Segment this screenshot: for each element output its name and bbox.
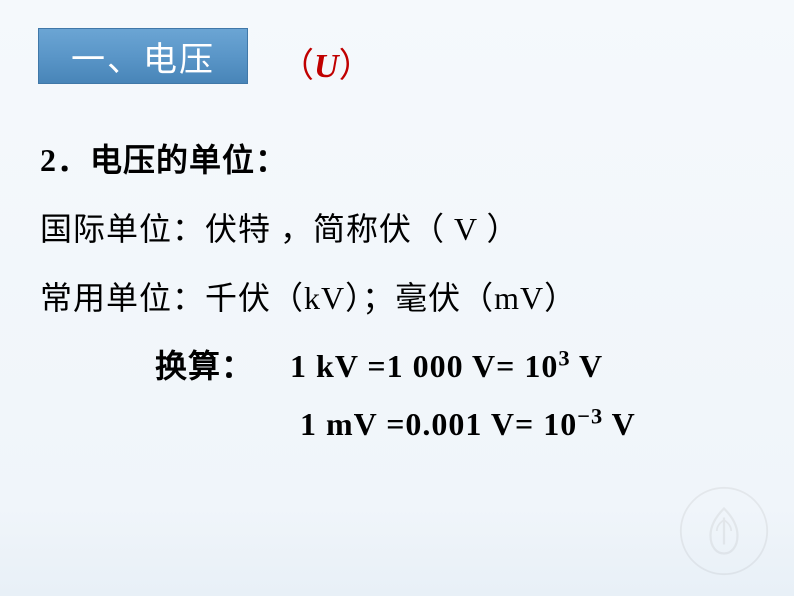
slide-content: 2．电压的单位： 国际单位：伏特 ，简称伏（ V ） 常用单位：千伏（kV）；毫… <box>40 130 754 454</box>
common-unit-line: 常用单位：千伏（kV）；毫伏（mV） <box>40 268 754 329</box>
conv2-part2: V <box>603 406 636 442</box>
conv1-sup: 3 <box>558 346 570 371</box>
voltage-symbol: （U） <box>280 38 373 87</box>
conv2-part1: 1 mV =0.001 V= 10 <box>300 406 577 442</box>
conv1-formula: 1 kV =1 000 V= 103 V <box>290 348 603 384</box>
conversion-row-2: 1 mV =0.001 V= 10−3 V <box>40 396 754 454</box>
conversion-label: 换算： <box>155 348 254 384</box>
conv2-sup: −3 <box>577 403 603 428</box>
unit-heading: 2．电压的单位： <box>40 130 754 191</box>
symbol-u-letter: U <box>314 48 339 85</box>
international-unit-line: 国际单位：伏特 ，简称伏（ V ） <box>40 199 754 260</box>
conv1-part2: V <box>571 348 604 384</box>
section-header-title: 一、电压 <box>71 32 215 81</box>
conv1-part1: 1 kV =1 000 V= 10 <box>290 348 558 384</box>
conv2-formula: 1 mV =0.001 V= 10−3 V <box>300 406 636 442</box>
section-header-box: 一、电压 <box>38 28 248 84</box>
conversion-block: 换算： 1 kV =1 000 V= 103 V 1 mV =0.001 V= … <box>40 338 754 453</box>
conversion-row-1: 换算： 1 kV =1 000 V= 103 V <box>40 338 754 396</box>
paren-close: ） <box>339 48 373 85</box>
watermark-icon <box>679 486 769 576</box>
paren-open: （ <box>280 48 314 85</box>
